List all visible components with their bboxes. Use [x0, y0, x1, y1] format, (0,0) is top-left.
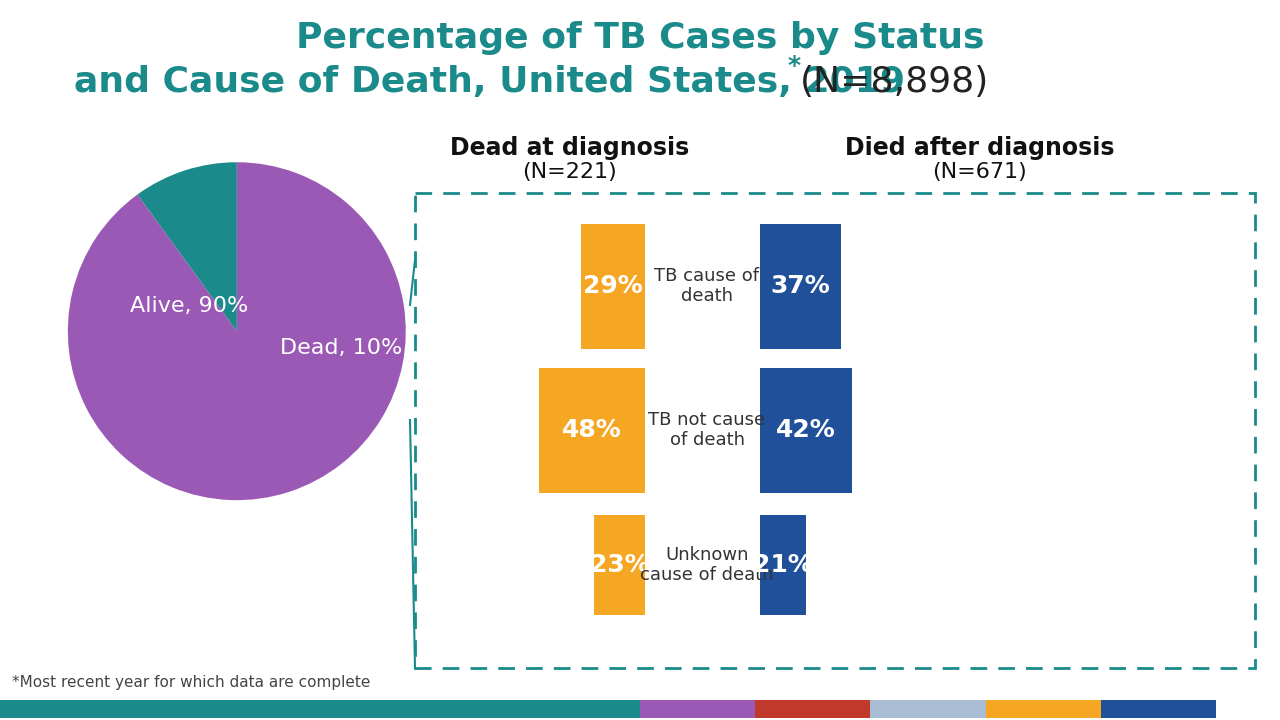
Text: Alive, 90%: Alive, 90% [131, 296, 248, 316]
Text: Died after diagnosis: Died after diagnosis [845, 136, 1115, 160]
Text: (N=8,898): (N=8,898) [800, 65, 989, 99]
Bar [760, 367, 852, 492]
Bar [415, 193, 1254, 668]
Text: Dead at diagnosis: Dead at diagnosis [451, 136, 690, 160]
Text: 21%: 21% [753, 553, 813, 577]
Bar [0, 700, 640, 718]
Text: 29%: 29% [584, 274, 643, 298]
Text: TB cause of
death: TB cause of death [654, 266, 759, 305]
Text: 48%: 48% [562, 418, 622, 442]
Text: *: * [787, 54, 800, 78]
Wedge shape [137, 162, 237, 331]
Text: Dead, 10%: Dead, 10% [280, 338, 403, 358]
Text: (N=221): (N=221) [522, 162, 617, 182]
Text: TB not cause
of death: TB not cause of death [649, 410, 765, 449]
Text: *Most recent year for which data are complete: *Most recent year for which data are com… [12, 675, 370, 690]
Text: Percentage of TB Cases by Status: Percentage of TB Cases by Status [296, 21, 984, 55]
Bar [640, 700, 755, 718]
Text: (N=671): (N=671) [933, 162, 1028, 182]
Bar [1101, 700, 1216, 718]
Bar [986, 700, 1101, 718]
Wedge shape [68, 162, 406, 500]
Bar [581, 223, 645, 348]
Bar [594, 515, 645, 615]
Bar [760, 223, 841, 348]
Text: and Cause of Death, United States, 2019: and Cause of Death, United States, 2019 [74, 65, 905, 99]
Bar [870, 700, 986, 718]
Text: 37%: 37% [771, 274, 831, 298]
Text: Unknown
cause of death: Unknown cause of death [640, 546, 774, 585]
Bar [760, 515, 806, 615]
Bar [539, 367, 645, 492]
Text: 23%: 23% [590, 553, 649, 577]
Text: 42%: 42% [777, 418, 836, 442]
Bar [755, 700, 870, 718]
